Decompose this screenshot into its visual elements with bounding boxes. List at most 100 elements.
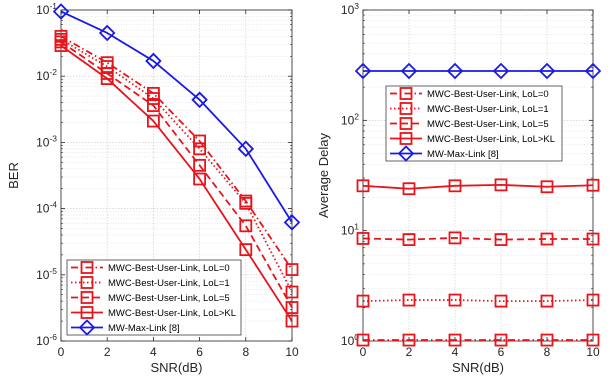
series-layer bbox=[355, 62, 601, 347]
chart-panel-1: 0 2 4 6 8 10 10-6 10-5 10-4 10-3 10-2 10-1 SNR(dB) BE… bbox=[6, 1, 300, 375]
data-point bbox=[239, 196, 253, 210]
data-point bbox=[356, 333, 370, 347]
x-tick-label: 2 bbox=[406, 345, 413, 359]
y-tick-label: 10-5 bbox=[36, 266, 57, 282]
x-tick-label: 2 bbox=[104, 345, 111, 359]
legend-marker bbox=[80, 276, 94, 289]
legend-marker bbox=[399, 102, 413, 115]
data-point bbox=[494, 294, 508, 308]
y-tick-label: 101 bbox=[341, 222, 359, 238]
data-point bbox=[191, 91, 208, 109]
data-point bbox=[193, 172, 207, 186]
data-point bbox=[146, 99, 160, 112]
x-tick-label: 0 bbox=[360, 345, 367, 359]
legend-label: MWC-Best-User-Link, LoL=1 bbox=[108, 278, 230, 289]
series-line-3 bbox=[362, 236, 593, 241]
legend-label: MW-Max-Link [8] bbox=[108, 323, 180, 334]
data-point bbox=[193, 142, 207, 156]
y-tick-label: 10-2 bbox=[36, 67, 57, 83]
data-point bbox=[100, 60, 114, 73]
data-point bbox=[355, 62, 372, 80]
x-tick-label: 8 bbox=[242, 345, 249, 359]
data-point bbox=[193, 158, 207, 172]
data-point bbox=[448, 231, 462, 245]
series-line-3 bbox=[60, 41, 293, 309]
data-point bbox=[540, 232, 554, 246]
y-tick-label: 10-3 bbox=[36, 133, 57, 149]
data-point bbox=[285, 263, 299, 276]
data-point bbox=[145, 52, 162, 70]
data-point bbox=[146, 92, 160, 105]
legend: MWC-Best-User-Link, LoL=0 MWC-Best-User-L… bbox=[385, 85, 563, 162]
data-point bbox=[586, 232, 600, 246]
x-tick-label: 0 bbox=[58, 345, 65, 359]
legend: MWC-Best-User-Link, LoL=0 MWC-Best-User-L… bbox=[66, 259, 242, 336]
legend-label: MWC-Best-User-Link, LoL=5 bbox=[108, 293, 230, 304]
data-point bbox=[402, 182, 416, 196]
data-point bbox=[356, 294, 370, 308]
data-point bbox=[492, 62, 510, 80]
data-point bbox=[402, 333, 416, 347]
data-point bbox=[100, 72, 114, 85]
data-point bbox=[53, 3, 70, 20]
data-point bbox=[285, 314, 299, 328]
series-line-4 bbox=[362, 183, 594, 190]
data-point bbox=[402, 233, 416, 246]
data-point bbox=[540, 180, 554, 194]
data-point bbox=[356, 232, 370, 245]
data-point bbox=[98, 24, 116, 42]
series-line-4 bbox=[60, 44, 293, 322]
data-point bbox=[54, 39, 68, 52]
legend-label: MWC-Best-User-Link, LoL=0 bbox=[108, 263, 230, 274]
x-tick-label: 8 bbox=[544, 345, 551, 359]
data-point bbox=[146, 114, 160, 128]
data-point bbox=[446, 62, 464, 80]
data-point bbox=[494, 333, 508, 347]
legend-marker bbox=[78, 319, 96, 336]
x-tick-label: 6 bbox=[196, 345, 203, 359]
legend-label: MWC-Best-User-Link, LoL=1 bbox=[427, 104, 549, 115]
y-tick-label: 10-4 bbox=[36, 200, 57, 216]
data-point bbox=[285, 285, 299, 299]
legend-marker bbox=[80, 261, 94, 274]
data-point bbox=[400, 62, 418, 80]
x-tick-label: 10 bbox=[285, 345, 299, 359]
y-axis-label: Average Delay bbox=[316, 132, 331, 218]
data-point bbox=[237, 140, 255, 158]
plot-area bbox=[363, 10, 593, 341]
data-point bbox=[584, 62, 601, 80]
legend-marker bbox=[399, 87, 413, 100]
legend-label: MWC-Best-User-Link, LoL>KL bbox=[427, 134, 555, 145]
y-tick-label: 10-6 bbox=[36, 332, 57, 348]
y-tick-label: 100 bbox=[341, 332, 359, 348]
x-tick-label: 6 bbox=[498, 345, 505, 359]
legend-marker bbox=[80, 306, 94, 319]
series-line-5 bbox=[60, 10, 293, 223]
data-point bbox=[586, 178, 600, 192]
data-point bbox=[494, 233, 508, 246]
data-point bbox=[239, 219, 253, 233]
data-point bbox=[448, 333, 462, 347]
data-point bbox=[586, 293, 600, 307]
data-point bbox=[193, 134, 207, 148]
legend-label: MW-Max-Link [8] bbox=[427, 149, 499, 160]
y-axis-label: BER bbox=[6, 162, 21, 189]
data-point bbox=[540, 294, 554, 308]
data-point bbox=[538, 62, 556, 80]
chart-panel-2: 0 2 4 6 8 10 100 101 102 103 SNR(dB) Average Delay M… bbox=[316, 1, 601, 375]
data-point bbox=[356, 179, 370, 193]
y-tick-label: 103 bbox=[341, 1, 359, 17]
legend-label: MWC-Best-User-Link, LoL=0 bbox=[427, 89, 549, 100]
x-tick-label: 10 bbox=[586, 345, 600, 359]
legend-label: MWC-Best-User-Link, LoL>KL bbox=[108, 308, 236, 319]
grid bbox=[60, 9, 293, 342]
y-tick-label: 10-1 bbox=[36, 1, 57, 17]
data-point bbox=[448, 179, 462, 193]
series-layer bbox=[53, 3, 300, 328]
legend-marker bbox=[399, 117, 413, 130]
legend-marker bbox=[80, 291, 94, 304]
data-point bbox=[239, 243, 253, 257]
data-point bbox=[283, 214, 300, 231]
legend-marker bbox=[397, 145, 415, 162]
